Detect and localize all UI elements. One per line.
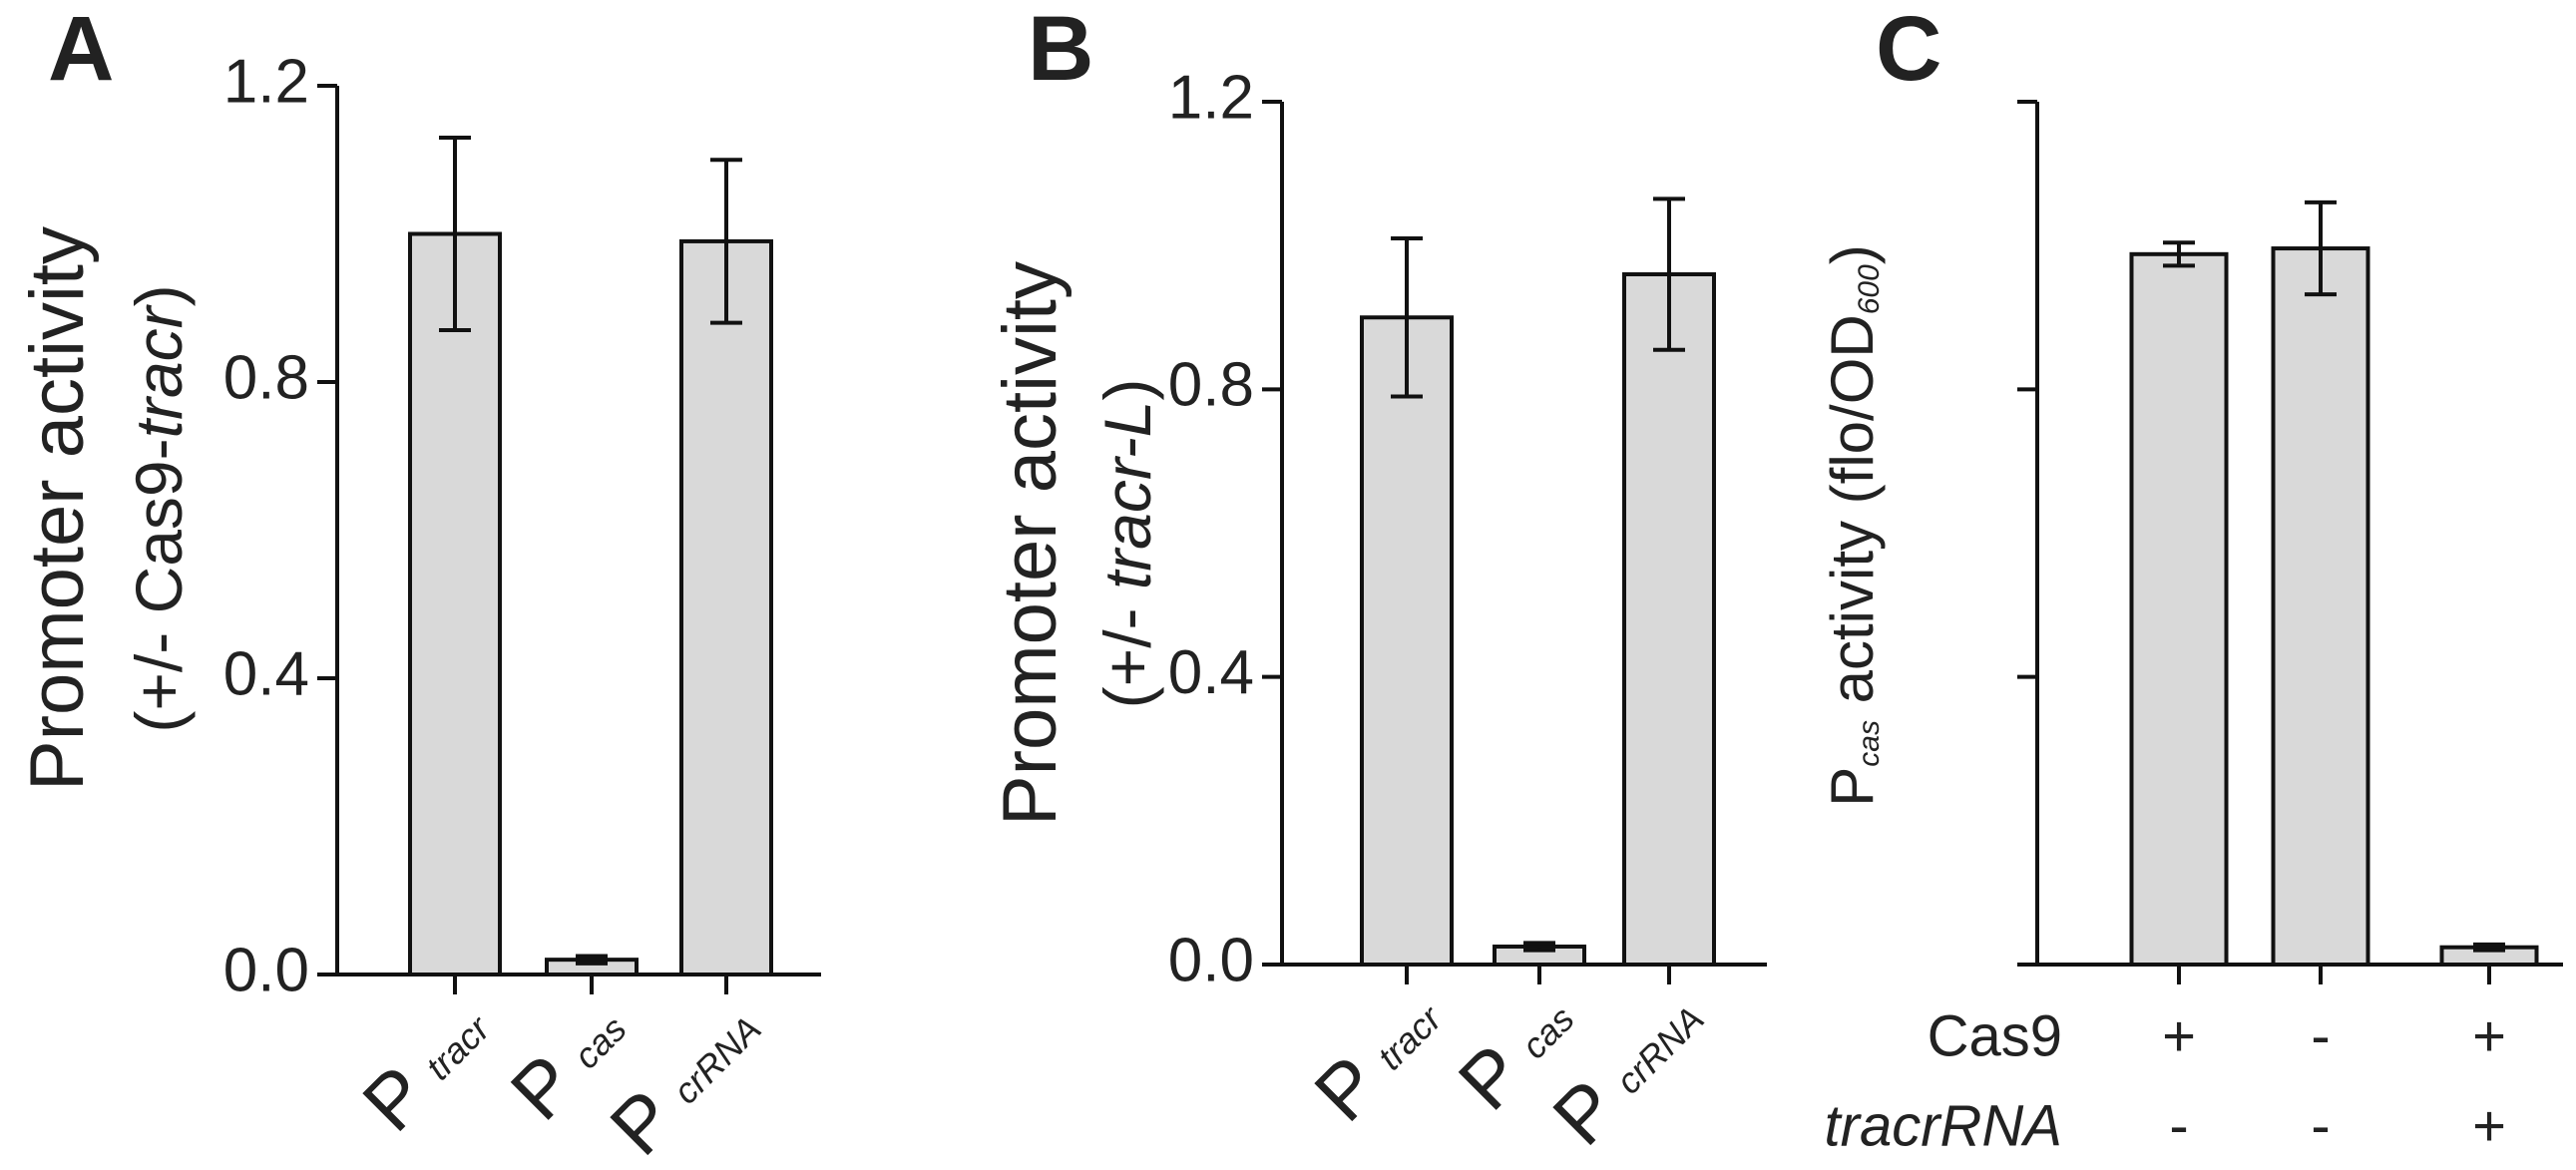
y-axis-label-part: ) [1819, 244, 1886, 264]
row-symbol: - [2311, 1093, 2330, 1158]
x-tick-label: Ptracr [1298, 975, 1462, 1138]
panel-label: A [48, 0, 114, 100]
error-bar [1653, 196, 1685, 352]
y-axis-label-part: tracr-L [1090, 401, 1164, 590]
y-axis-label-part: (+/- Cas9- [122, 438, 196, 732]
row-symbol: - [2311, 1003, 2330, 1068]
y-axis-label: (+/- tracr-L) [1090, 379, 1164, 709]
bar [2271, 246, 2370, 968]
error-bar [576, 954, 608, 966]
y-ticks: 0.0 0.4 0.8 1.2 [1168, 63, 1254, 994]
panel-label: C [1876, 0, 1941, 100]
y-tick-label: 1E4 [1900, 638, 2009, 707]
error-bar [2163, 240, 2195, 268]
y-tick-label: 0.4 [223, 639, 309, 708]
x-tick-label-subscript: tracr [1370, 996, 1451, 1077]
x-tick-label-subscript: cas [1513, 998, 1582, 1067]
bar [408, 231, 502, 976]
y-tick-label: 1.2 [223, 47, 309, 116]
y-tick-label: 1.2 [1168, 63, 1254, 132]
error-bar [1523, 941, 1555, 953]
row-symbol: - [2169, 1093, 2188, 1158]
row-label: tracrRNA [1825, 1093, 2062, 1158]
x-tick-label-subscript: crRNA [1608, 998, 1712, 1102]
error-bar [1391, 235, 1423, 399]
y-axis-label: Promoter activity [15, 226, 100, 791]
y-tick-label: 0.8 [223, 343, 309, 412]
y-ticks: 0.0 0.4 0.8 1.2 [223, 47, 309, 1004]
row-symbol: + [2472, 1093, 2506, 1158]
x-tick-label-subscript: cas [566, 1008, 635, 1077]
error-bar [439, 135, 471, 333]
x-tick-label-subscript: tracr [418, 1006, 499, 1087]
bar [1622, 272, 1716, 967]
y-axis-label: Pcas activity (flo/OD600) [1819, 244, 1886, 807]
row-symbol: + [2472, 1003, 2506, 1068]
x-tick-label: Ptracr [346, 984, 510, 1148]
x-tick-label-subscript: crRNA [665, 1008, 769, 1112]
y-axis-label-subscript: 600 [1853, 264, 1886, 314]
y-axis-label-part: activity (flo/OD [1819, 314, 1886, 720]
bar [2129, 251, 2229, 968]
row-symbol: + [2162, 1003, 2196, 1068]
y-axis-label-part: (+/- [1090, 589, 1164, 708]
y-tick-label: 0.8 [1168, 351, 1254, 420]
y-tick-label: 0 [1975, 926, 2009, 994]
y-axis-label: Promoter activity [988, 261, 1073, 826]
y-tick-label: 0.4 [1168, 638, 1254, 707]
bar [1360, 315, 1454, 967]
y-tick-label: 0.0 [223, 936, 309, 1004]
row-label: Cas9 [1928, 1003, 2062, 1068]
error-bar [710, 158, 742, 325]
x-tick-label: PcrRNA [1536, 975, 1723, 1162]
y-axis-label-subscript: cas [1853, 720, 1886, 767]
y-axis-label-part: ) [122, 284, 196, 306]
y-axis-label-part: P [1819, 767, 1886, 807]
y-tick-label: 2E4 [1900, 351, 2009, 420]
error-bar [2305, 199, 2337, 297]
panel-label: B [1028, 0, 1093, 100]
y-axis-label-part: ) [1090, 379, 1164, 401]
bar [679, 238, 773, 977]
y-tick-label: 0.0 [1168, 926, 1254, 994]
y-axis-label: (+/- Cas9-tracr) [122, 284, 196, 732]
error-bar [2473, 942, 2505, 953]
y-axis-label-part: tracr [122, 303, 196, 438]
x-tick-label: PcrRNA [594, 985, 780, 1170]
